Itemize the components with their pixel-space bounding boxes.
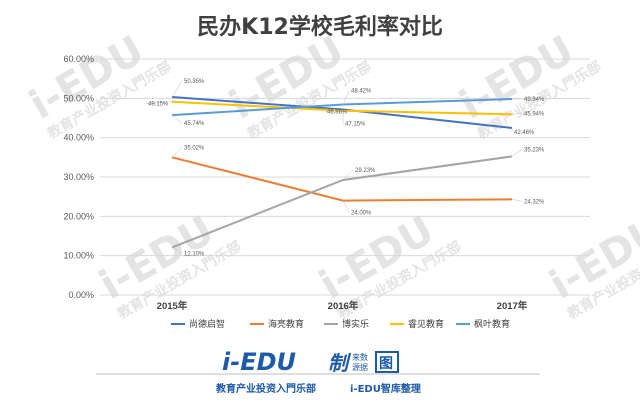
data-label: 45.94% (524, 111, 545, 117)
legend-label: 海亮教育 (268, 318, 304, 330)
data-label-leader (511, 199, 523, 202)
data-label-leader (171, 247, 183, 254)
data-label: 24.00% (351, 211, 372, 217)
data-label-leader (511, 113, 523, 115)
data-label-leader (324, 110, 344, 112)
footer-branding: i-EDU 制 来数 源据 图 教育产业投资入門乐部 i-EDU智库整理 (96, 348, 540, 395)
footer-tagline-right: i-EDU智库整理 (350, 382, 421, 395)
data-label: 50.35% (184, 79, 205, 85)
y-tick-label: 20.00% (63, 211, 94, 221)
data-label: 45.74% (184, 121, 205, 127)
series-line (171, 96, 513, 129)
legend-label: 尚德启智 (189, 318, 225, 330)
footer-brand-small-bottom: 源据 (352, 362, 368, 372)
x-axis-tick-labels: 2015年 2016年 2017年 (157, 300, 528, 312)
footer-brand-char: 制 (328, 351, 352, 375)
data-label: 12.10% (184, 251, 205, 257)
y-tick-label: 0.00% (68, 290, 94, 300)
data-label: 24.32% (524, 199, 545, 205)
y-tick-label: 30.00% (63, 172, 94, 182)
data-label: 49.84% (524, 97, 545, 103)
data-label: 35.23% (524, 147, 545, 153)
data-label: 47.15% (345, 122, 366, 128)
data-label: 29.23% (355, 168, 376, 174)
data-label-leader (511, 149, 523, 157)
data-label: 35.02% (184, 145, 205, 151)
data-label-leader (342, 90, 350, 105)
legend-label: 枫叶教育 (474, 318, 510, 330)
x-tick-label: 2016年 (328, 300, 359, 312)
chart-title: 民办K12学校毛利率对比 (197, 14, 443, 40)
legend-label: 博实乐 (342, 318, 369, 330)
footer-logo: i-EDU (222, 348, 296, 376)
data-label-leader (171, 80, 183, 98)
y-tick-label: 10.00% (63, 251, 94, 261)
x-tick-label: 2015年 (157, 300, 188, 312)
footer-tagline-left: 教育产业投资入門乐部 (215, 382, 316, 395)
y-tick-label: 50.00% (63, 93, 94, 103)
y-tick-label: 40.00% (63, 133, 94, 143)
data-label: 42.46% (514, 130, 535, 136)
data-labels: 50.35% 47.15% 42.46% 35.02% 24.00% 24.32% 12.1… (145, 79, 545, 257)
data-label: 48.42% (351, 89, 372, 95)
data-label-leader (171, 114, 183, 124)
data-label: 46.86% (327, 110, 348, 116)
data-label-leader (171, 147, 183, 158)
y-axis-tick-labels: 0.00% 10.00% 20.00% 30.00% 40.00% 50.00% 60.00… (63, 54, 94, 300)
series-lines (171, 96, 513, 249)
data-label-leader (342, 169, 354, 181)
legend: 尚德启智 海亮教育 博实乐 睿见教育 枫叶教育 (171, 318, 510, 330)
data-label-leader (145, 101, 173, 104)
footer-brand-icon: 图 (379, 356, 393, 372)
legend-label: 睿见教育 (408, 318, 444, 330)
data-label-leader (342, 200, 350, 213)
footer-brand-icon-frame (375, 351, 399, 373)
y-tick-label: 60.00% (63, 54, 94, 64)
data-label: 49.15% (148, 102, 169, 108)
x-tick-label: 2017年 (497, 300, 528, 312)
footer-brand-small-top: 来数 (352, 352, 368, 362)
